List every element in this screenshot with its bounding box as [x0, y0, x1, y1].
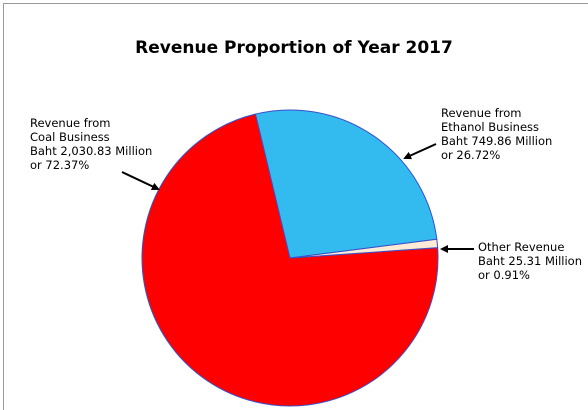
category-label: Revenue from Coal Business	[30, 116, 111, 144]
arrow	[403, 143, 437, 160]
chart-title: Revenue Proportion of Year 2017	[135, 38, 453, 58]
slice-label: Revenue from Ethanol Business Baht 749.86…	[441, 106, 552, 162]
arrow	[121, 171, 160, 191]
category-label: Revenue from Ethanol Business	[441, 106, 539, 134]
amount-label: Baht 2,030.83 Million	[30, 144, 153, 158]
value-label: or 26.72%	[441, 148, 501, 162]
pie-slice	[289, 238, 439, 259]
value-label: or 72.37%	[30, 158, 90, 172]
slice-label: Other Revenue Baht 25.31 Million or 0.91%	[478, 240, 582, 282]
chart-frame	[3, 3, 588, 410]
amount-label: Baht 25.31 Million	[478, 254, 582, 268]
value-label: or 0.91%	[478, 268, 530, 282]
pie-slice	[254, 109, 438, 259]
pie-slice	[141, 113, 439, 407]
slice-label: Revenue from Coal Business Baht 2,030.83 …	[30, 116, 152, 172]
category-label: Other Revenue	[478, 240, 565, 254]
amount-label: Baht 749.86 Million	[441, 134, 553, 148]
